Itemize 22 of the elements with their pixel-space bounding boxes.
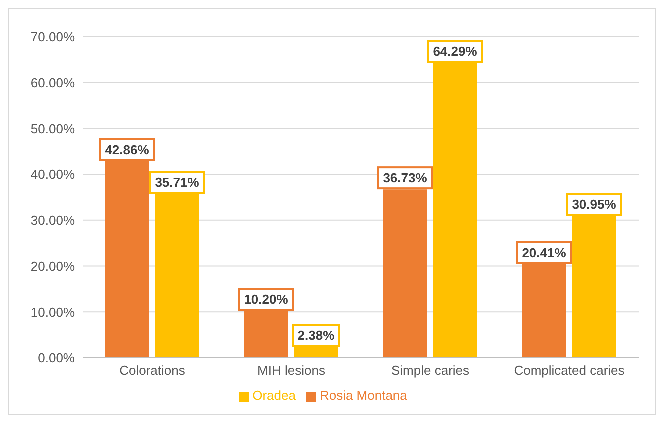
x-tick-label: Colorations [120, 363, 186, 378]
data-label: 10.20% [244, 292, 289, 308]
data-label: 64.29% [433, 44, 478, 60]
y-tick-label: 0.00% [38, 350, 76, 366]
y-tick-label: 20.00% [30, 258, 76, 274]
data-label: 30.95% [572, 197, 617, 212]
y-tick-label: 30.00% [30, 213, 76, 228]
data-label: 42.86% [105, 142, 150, 158]
y-tick-label: 60.00% [30, 75, 76, 90]
y-tick-label: 10.00% [30, 304, 76, 320]
data-label: 20.41% [522, 245, 567, 260]
legend-label: Rosia Montana [320, 388, 408, 403]
x-tick-label: Complicated caries [514, 363, 626, 378]
data-label: 35.71% [155, 175, 200, 190]
y-tick-label: 40.00% [30, 167, 76, 182]
y-tick-label: 50.00% [30, 121, 76, 136]
data-label: 36.73% [383, 170, 428, 186]
legend-label: Oradea [252, 388, 296, 403]
x-tick-label: Simple caries [391, 363, 470, 378]
y-tick-label: 70.00% [30, 30, 76, 45]
x-tick-label: MIH lesions [258, 363, 326, 378]
data-label: 2.38% [298, 328, 336, 344]
